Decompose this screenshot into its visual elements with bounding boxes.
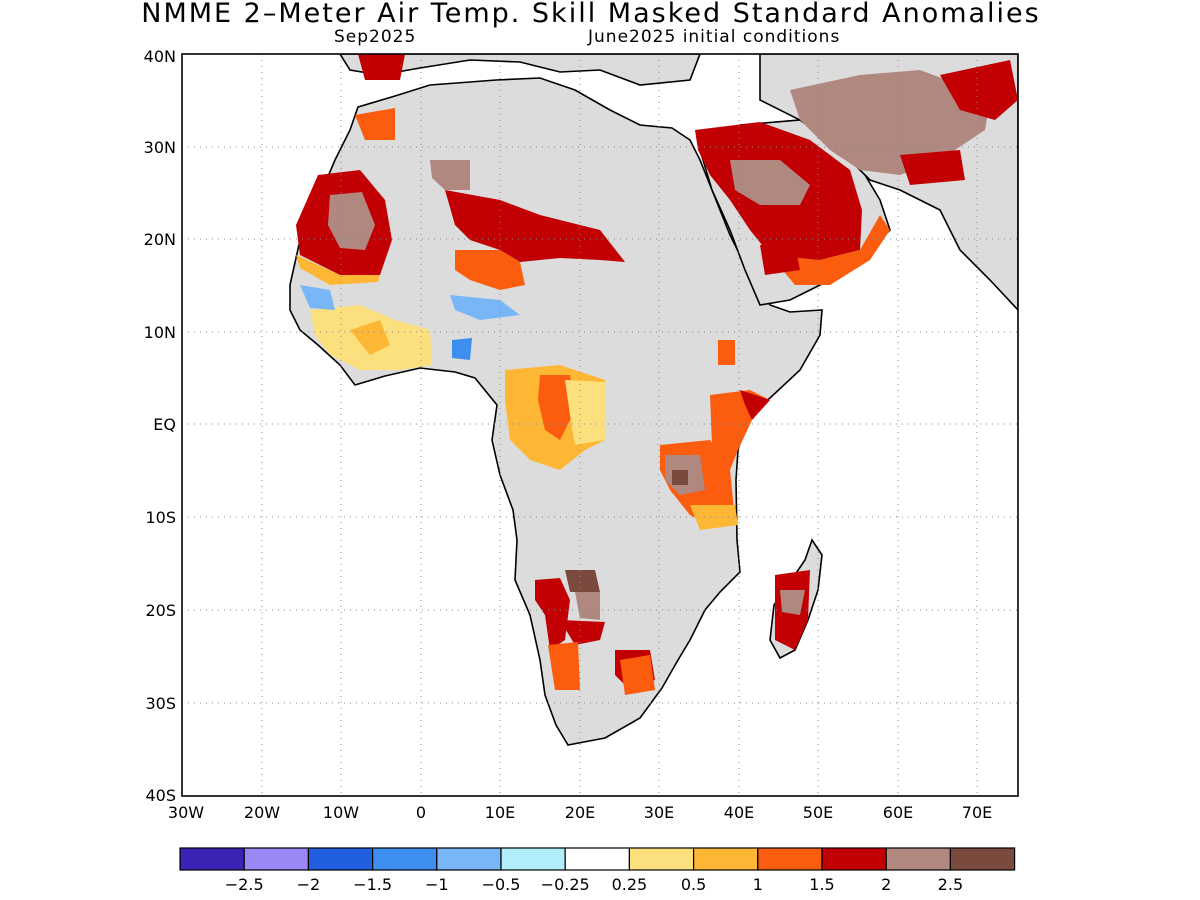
- colorbar-swatch: [500, 847, 566, 871]
- colorbar-label: −0.25: [541, 875, 590, 894]
- colorbar-label: 1.5: [809, 875, 834, 894]
- colorbar-label: 1: [753, 875, 763, 894]
- colorbar-swatch: [821, 847, 887, 871]
- blob-south-africa-orange: [620, 655, 655, 695]
- blob-namibia-orange: [548, 642, 580, 690]
- lon-tick: 30E: [644, 803, 674, 822]
- blob-namibia-light: [575, 592, 600, 620]
- blob-iran-red: [940, 60, 1018, 120]
- lat-tick: 10N: [144, 323, 176, 342]
- colorbar-label: −1.5: [353, 875, 392, 894]
- map-frame: [181, 53, 1019, 797]
- anomaly-patches: [296, 54, 1018, 695]
- blob-arabia-rim: [770, 215, 890, 285]
- lat-tick: 40N: [144, 47, 176, 66]
- blob-west-africa-blue2: [452, 338, 472, 360]
- blob-namibia-red2: [560, 620, 605, 645]
- colorbar-swatch: [372, 847, 438, 871]
- colorbar-swatch: [949, 847, 1016, 871]
- blob-sahel-east-rim: [455, 250, 525, 290]
- colorbar-swatch: [436, 847, 502, 871]
- blob-yemen-red: [760, 245, 800, 275]
- lat-tick: EQ: [153, 415, 176, 434]
- colorbar-swatch: [757, 847, 823, 871]
- colorbar-label: 2: [881, 875, 891, 894]
- colorbar-label: 2.5: [938, 875, 963, 894]
- colorbar-labels: −2.5 −2 −1.5 −1 −0.5 −0.25 0.25 0.5 1 1.5 2 2.5: [225, 875, 963, 894]
- blob-madagascar-core: [780, 590, 805, 615]
- blob-tanzania-center: [672, 470, 688, 485]
- blob-ethiopia-orange: [718, 340, 735, 365]
- lon-tick: 70E: [962, 803, 992, 822]
- lat-tick: 10S: [145, 508, 176, 527]
- blob-tanzania-rim: [690, 505, 738, 530]
- blob-west-africa-blue: [300, 285, 335, 310]
- initial-conditions: June2025 initial conditions: [588, 27, 841, 47]
- blob-iran-red2: [900, 150, 965, 185]
- gridlines: [182, 54, 1018, 796]
- colorbar-label: 0.25: [612, 875, 648, 894]
- blob-morocco: [355, 108, 395, 140]
- lon-tick: 40E: [724, 803, 754, 822]
- blob-namibia-red: [535, 578, 570, 650]
- lat-tick: 30S: [145, 694, 176, 713]
- blob-east-africa-red: [740, 390, 770, 420]
- blob-central-orange: [538, 375, 575, 440]
- blob-west-sahara-rim: [296, 255, 380, 285]
- blob-west-sahara-core: [328, 192, 375, 250]
- colorbar-label: 0.5: [681, 875, 706, 894]
- colorbar-swatch: [179, 847, 245, 871]
- lon-tick: 20W: [244, 803, 280, 822]
- colorbar-swatch: [243, 847, 309, 871]
- lon-tick: 10E: [485, 803, 515, 822]
- lat-tick: 20S: [145, 601, 176, 620]
- lon-tick: 50E: [803, 803, 833, 822]
- lon-tick: 30W: [168, 803, 204, 822]
- blob-arabia-core: [730, 160, 810, 205]
- colorbar-label: −0.5: [482, 875, 521, 894]
- longitude-labels: 30W 20W 10W 0 10E 20E 30E 40E 50E 60E 70…: [168, 803, 992, 822]
- lon-tick: 60E: [883, 803, 913, 822]
- forecast-month: Sep2025: [334, 27, 417, 47]
- colorbar-swatch: [564, 847, 631, 871]
- colorbar-label: −1: [425, 875, 449, 894]
- colorbar-label: −2.5: [225, 875, 264, 894]
- colorbar-swatch: [628, 847, 695, 871]
- chart-title: NMME 2–Meter Air Temp. Skill Masked Stan…: [141, 0, 1041, 29]
- blob-med-red: [358, 54, 405, 80]
- colorbar: [179, 847, 1016, 871]
- lon-tick: 0: [416, 803, 426, 822]
- colorbar-label: −2: [297, 875, 321, 894]
- lon-tick: 20E: [565, 803, 595, 822]
- blob-sahel-core: [430, 160, 470, 190]
- lat-tick: 40S: [145, 786, 176, 805]
- lon-tick: 10W: [323, 803, 359, 822]
- latitude-labels: 40N 30N 20N 10N EQ 10S 20S 30S 40S: [144, 47, 176, 805]
- lat-tick: 20N: [144, 230, 176, 249]
- blob-west-africa-orange: [350, 320, 390, 355]
- blob-sahel-east: [445, 190, 625, 262]
- lat-tick: 30N: [144, 138, 176, 157]
- blob-namibia-core: [565, 570, 600, 592]
- colorbar-swatch: [885, 847, 952, 871]
- blob-west-africa-blue3: [450, 295, 520, 320]
- colorbar-swatch: [692, 847, 759, 871]
- blob-iran: [790, 70, 990, 175]
- colorbar-swatch: [307, 847, 374, 871]
- blob-central-yellow2: [565, 380, 605, 445]
